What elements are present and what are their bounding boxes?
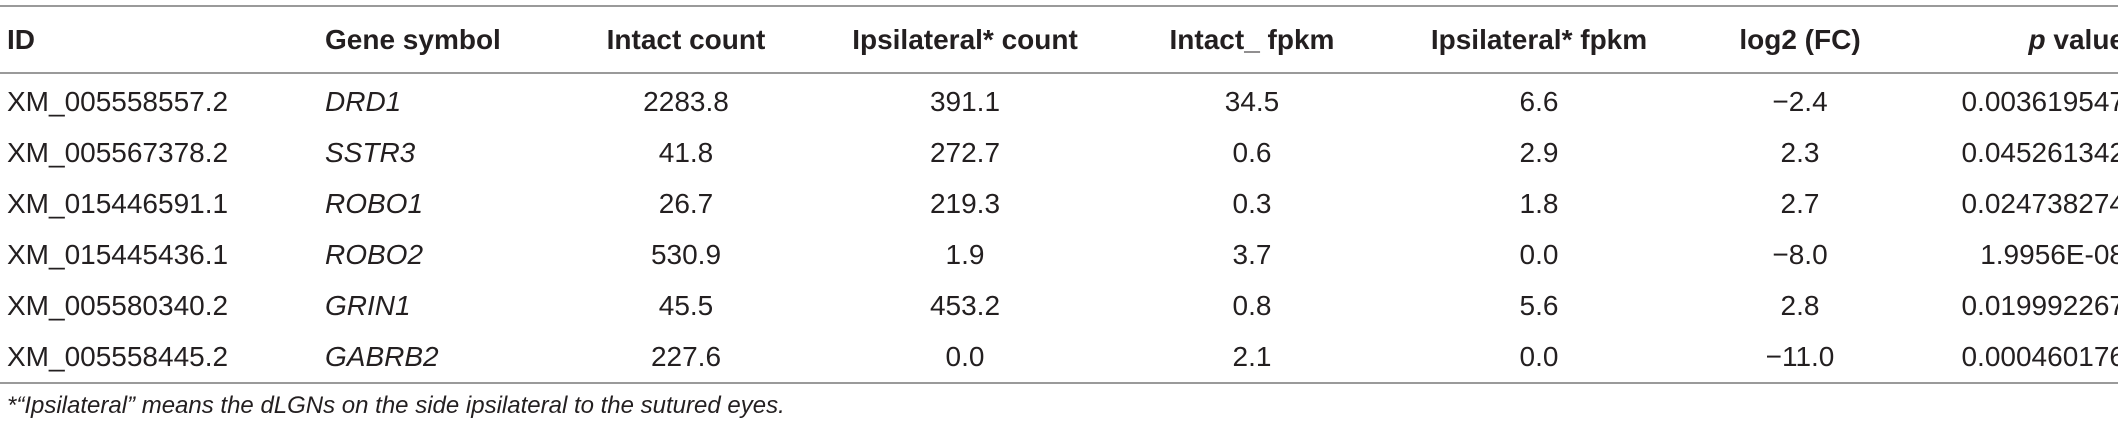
- header-p-symbol: p: [2028, 23, 2046, 55]
- cell-ipsilateral-fpkm: 6.6: [1519, 85, 1559, 117]
- header-ipsilateral-fpkm: Ipsilateral* fpkm: [1430, 23, 1648, 55]
- header-gene-symbol: Gene symbol: [325, 23, 501, 55]
- header-intact-fpkm: Intact_ fpkm: [1169, 23, 1335, 55]
- cell-intact-count: 26.7: [658, 187, 714, 219]
- header-intact-count: Intact count: [606, 23, 766, 55]
- cell-ipsilateral-fpkm: 5.6: [1519, 289, 1559, 321]
- cell-ipsilateral-fpkm: 0.0: [1519, 238, 1559, 270]
- cell-intact-fpkm: 3.7: [1232, 238, 1272, 270]
- cell-p-value: 0.003619547: [1961, 85, 2118, 117]
- cell-intact-fpkm: 2.1: [1232, 340, 1272, 372]
- header-id: ID: [7, 23, 35, 55]
- cell-intact-fpkm: 0.3: [1232, 187, 1272, 219]
- cell-log2-fc: 2.7: [1780, 187, 1820, 219]
- cell-p-value: 1.9956E-08: [1980, 238, 2118, 270]
- cell-log2-fc: −2.4: [1772, 85, 1828, 117]
- cell-intact-count: 2283.8: [643, 85, 729, 117]
- cell-id: XM_005558445.2: [7, 340, 229, 372]
- table-row: XM_005558445.2 GABRB2 227.6 0.0 2.1 0.0 …: [0, 331, 2118, 382]
- cell-gene-symbol: ROBO1: [325, 187, 424, 219]
- cell-p-value: 0.024738274: [1961, 187, 2118, 219]
- cell-log2-fc: −11.0: [1765, 340, 1835, 372]
- cell-p-value: 0.019992267: [1961, 289, 2118, 321]
- cell-intact-fpkm: 0.8: [1232, 289, 1272, 321]
- cell-gene-symbol: SSTR3: [325, 136, 416, 168]
- cell-gene-symbol: GRIN1: [325, 289, 411, 321]
- table-footnote: *“Ipsilateral” means the dLGNs on the si…: [7, 392, 785, 419]
- cell-intact-count: 45.5: [658, 289, 714, 321]
- table-row: XM_005567378.2 SSTR3 41.8 272.7 0.6 2.9 …: [0, 127, 2118, 178]
- cell-ipsilateral-count: 219.3: [929, 187, 1001, 219]
- cell-gene-symbol: ROBO2: [325, 238, 424, 270]
- table-header-rule: [0, 72, 2118, 74]
- cell-intact-count: 41.8: [658, 136, 714, 168]
- cell-p-value: 0.000460176: [1961, 340, 2118, 372]
- table-row: XM_015446591.1 ROBO1 26.7 219.3 0.3 1.8 …: [0, 178, 2118, 229]
- table-header-row: ID Gene symbol Intact count Ipsilateral*…: [0, 7, 2118, 72]
- table-top-rule: [0, 5, 2118, 7]
- cell-ipsilateral-count: 453.2: [929, 289, 1001, 321]
- cell-id: XM_015446591.1: [7, 187, 229, 219]
- header-log2-fc: log2 (FC): [1739, 23, 1861, 55]
- cell-ipsilateral-count: 391.1: [929, 85, 1001, 117]
- cell-log2-fc: −8.0: [1772, 238, 1828, 270]
- cell-gene-symbol: GABRB2: [325, 340, 439, 372]
- cell-id: XM_005580340.2: [7, 289, 229, 321]
- cell-intact-count: 227.6: [650, 340, 722, 372]
- cell-ipsilateral-count: 272.7: [929, 136, 1001, 168]
- cell-p-value: 0.045261342: [1961, 136, 2118, 168]
- table-row: XM_005580340.2 GRIN1 45.5 453.2 0.8 5.6 …: [0, 280, 2118, 331]
- cell-ipsilateral-fpkm: 2.9: [1519, 136, 1559, 168]
- header-p-value-text: value: [2045, 23, 2118, 55]
- cell-ipsilateral-fpkm: 0.0: [1519, 340, 1559, 372]
- cell-id: XM_005567378.2: [7, 136, 229, 168]
- gene-expression-table: ID Gene symbol Intact count Ipsilateral*…: [0, 7, 2118, 382]
- table-bottom-rule: [0, 382, 2118, 384]
- table-row: XM_005558557.2 DRD1 2283.8 391.1 34.5 6.…: [0, 72, 2118, 127]
- cell-intact-fpkm: 34.5: [1224, 85, 1280, 117]
- cell-intact-count: 530.9: [650, 238, 722, 270]
- cell-id: XM_005558557.2: [7, 85, 229, 117]
- header-p-value: p value: [1905, 7, 2118, 72]
- cell-ipsilateral-count: 0.0: [945, 340, 985, 372]
- cell-intact-fpkm: 0.6: [1232, 136, 1272, 168]
- header-ipsilateral-count: Ipsilateral* count: [852, 23, 1078, 55]
- cell-gene-symbol: DRD1: [325, 85, 402, 117]
- table-row: XM_015445436.1 ROBO2 530.9 1.9 3.7 0.0 −…: [0, 229, 2118, 280]
- cell-ipsilateral-fpkm: 1.8: [1519, 187, 1559, 219]
- cell-ipsilateral-count: 1.9: [945, 238, 985, 270]
- cell-id: XM_015445436.1: [7, 238, 229, 270]
- cell-log2-fc: 2.3: [1780, 136, 1820, 168]
- cell-log2-fc: 2.8: [1780, 289, 1820, 321]
